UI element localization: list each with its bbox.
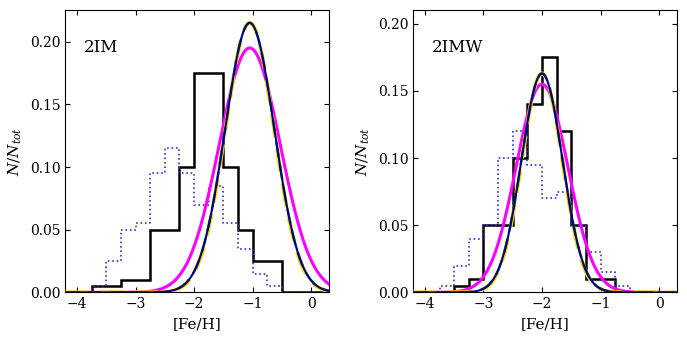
Text: 2IMW: 2IMW [431,39,483,55]
X-axis label: [Fe/H]: [Fe/H] [521,317,570,331]
X-axis label: [Fe/H]: [Fe/H] [172,317,221,331]
Y-axis label: $N/N_{tot}$: $N/N_{tot}$ [7,127,24,176]
Y-axis label: $N/N_{tot}$: $N/N_{tot}$ [354,127,372,176]
Text: 2IM: 2IM [84,39,118,55]
